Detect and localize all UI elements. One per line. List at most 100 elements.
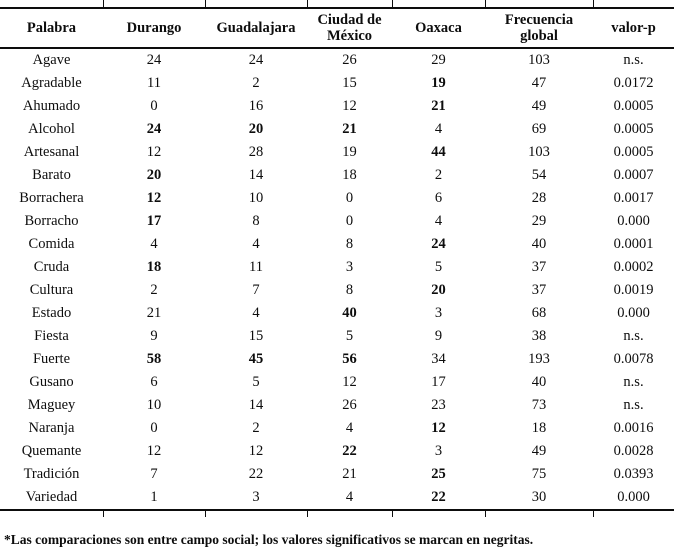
value-cell-frecuencia-global: 73 — [531, 397, 547, 413]
word-frequency-table: Palabra Durango Guadalajara Ciudad de Mé… — [0, 7, 674, 511]
value-cell-frecuencia-global: 37 — [531, 282, 547, 298]
value-cell-oaxaca: 3 — [434, 443, 443, 459]
table-footnote: *Las comparaciones son entre campo socia… — [4, 532, 534, 547]
value-cell-guadalajara: 3 — [252, 489, 260, 505]
value-cell-guadalajara: 5 — [252, 374, 260, 390]
value-cell-valor-p: n.s. — [623, 397, 644, 413]
word-cell-palabra: Maguey — [27, 397, 76, 413]
table-row: Fuerte 58 45 56 34 193 0.0078 — [0, 348, 674, 371]
value-cell-oaxaca: 25 — [431, 466, 446, 482]
value-cell-guadalajara: 15 — [248, 328, 264, 344]
table-row: Fiesta 9 15 5 9 38 n.s. — [0, 325, 674, 348]
table-row: Borrachera 12 10 0 6 28 0.0017 — [0, 187, 674, 210]
word-cell-palabra: Tradición — [23, 466, 80, 482]
value-cell-frecuencia-global: 193 — [528, 351, 550, 367]
value-cell-valor-p: n.s. — [623, 374, 644, 390]
value-cell-valor-p: 0.000 — [617, 489, 650, 505]
value-cell-valor-p: n.s. — [623, 328, 644, 344]
table-row: Comida 4 4 8 24 40 0.0001 — [0, 233, 674, 256]
value-cell-durango: 24 — [146, 121, 162, 137]
column-header-ciudad-de-mexico: Ciudad de México — [307, 8, 392, 49]
value-cell-valor-p: 0.0078 — [613, 351, 654, 367]
value-cell-ciudad-de-mexico: 18 — [342, 167, 357, 183]
value-cell-guadalajara: 28 — [248, 144, 264, 160]
value-cell-ciudad-de-mexico: 40 — [342, 305, 357, 321]
value-cell-frecuencia-global: 38 — [531, 328, 547, 344]
value-cell-durango: 10 — [146, 397, 162, 413]
value-cell-frecuencia-global: 40 — [531, 236, 547, 252]
table-row: Artesanal 12 28 19 44 103 0.0005 — [0, 141, 674, 164]
value-cell-oaxaca: 34 — [431, 351, 446, 367]
value-cell-durango: 12 — [146, 190, 162, 206]
word-cell-palabra: Comida — [28, 236, 75, 252]
value-cell-oaxaca: 4 — [434, 213, 443, 229]
value-cell-guadalajara: 10 — [248, 190, 264, 206]
value-cell-guadalajara: 11 — [249, 259, 263, 275]
word-cell-palabra: Ahumado — [22, 98, 81, 114]
column-header-durango: Durango — [103, 8, 205, 49]
table-row: Variedad 1 3 4 22 30 0.000 — [0, 486, 674, 510]
value-cell-durango: 12 — [146, 443, 162, 459]
value-cell-durango: 18 — [146, 259, 162, 275]
table-row: Borracho 17 8 0 4 29 0.000 — [0, 210, 674, 233]
table-row: Tradición 7 22 21 25 75 0.0393 — [0, 463, 674, 486]
value-cell-ciudad-de-mexico: 8 — [345, 236, 354, 252]
value-cell-valor-p: 0.0393 — [613, 466, 654, 482]
word-cell-palabra: Cultura — [29, 282, 74, 298]
word-cell-palabra: Agradable — [21, 75, 82, 91]
column-header-frecuencia-global: Frecuencia global — [485, 8, 593, 49]
value-cell-ciudad-de-mexico: 4 — [345, 420, 354, 436]
value-cell-ciudad-de-mexico: 4 — [345, 489, 354, 505]
table-row: Cruda 18 11 3 5 37 0.0002 — [0, 256, 674, 279]
value-cell-valor-p: 0.0017 — [613, 190, 654, 206]
word-cell-palabra: Estado — [31, 305, 72, 321]
value-cell-oaxaca: 17 — [431, 374, 446, 390]
value-cell-ciudad-de-mexico: 8 — [345, 282, 354, 298]
word-cell-palabra: Agave — [32, 52, 71, 68]
value-cell-oaxaca: 5 — [434, 259, 443, 275]
value-cell-durango: 4 — [150, 236, 158, 252]
value-cell-valor-p: 0.000 — [617, 305, 650, 321]
value-cell-valor-p: n.s. — [623, 52, 644, 68]
value-cell-ciudad-de-mexico: 15 — [342, 75, 357, 91]
value-cell-valor-p: 0.0005 — [613, 98, 654, 114]
value-cell-oaxaca: 2 — [434, 167, 443, 183]
value-cell-valor-p: 0.0005 — [613, 121, 654, 137]
value-cell-frecuencia-global: 75 — [531, 466, 547, 482]
value-cell-durango: 11 — [147, 75, 161, 91]
value-cell-guadalajara: 14 — [248, 397, 264, 413]
word-cell-palabra: Fiesta — [34, 328, 69, 344]
value-cell-durango: 7 — [150, 466, 158, 482]
table-row: Alcohol 24 20 21 4 69 0.0005 — [0, 118, 674, 141]
value-cell-guadalajara: 4 — [252, 305, 260, 321]
value-cell-ciudad-de-mexico: 21 — [342, 466, 357, 482]
table-body: Agave 24 24 26 29 103 n.s. Agradable 11 2 15 19 47 0.… — [0, 48, 674, 510]
value-cell-guadalajara: 12 — [248, 443, 264, 459]
value-cell-valor-p: 0.0016 — [613, 420, 654, 436]
value-cell-frecuencia-global: 68 — [531, 305, 547, 321]
value-cell-ciudad-de-mexico: 56 — [342, 351, 357, 367]
value-cell-oaxaca: 19 — [431, 75, 446, 91]
value-cell-ciudad-de-mexico: 3 — [345, 259, 354, 275]
word-cell-palabra: Gusano — [29, 374, 74, 390]
value-cell-frecuencia-global: 29 — [531, 213, 547, 229]
value-cell-frecuencia-global: 49 — [531, 443, 547, 459]
value-cell-frecuencia-global: 30 — [531, 489, 547, 505]
value-cell-durango: 12 — [146, 144, 162, 160]
word-cell-palabra: Naranja — [28, 420, 75, 436]
value-cell-frecuencia-global: 47 — [531, 75, 547, 91]
word-cell-palabra: Variedad — [25, 489, 78, 505]
value-cell-ciudad-de-mexico: 21 — [342, 121, 357, 137]
word-cell-palabra: Quemante — [21, 443, 82, 459]
table-row: Gusano 6 5 12 17 40 n.s. — [0, 371, 674, 394]
value-cell-ciudad-de-mexico: 0 — [345, 213, 354, 229]
value-cell-ciudad-de-mexico: 26 — [342, 397, 357, 413]
value-cell-durango: 58 — [146, 351, 162, 367]
word-cell-palabra: Artesanal — [23, 144, 80, 160]
value-cell-ciudad-de-mexico: 5 — [345, 328, 354, 344]
value-cell-durango: 9 — [150, 328, 158, 344]
value-cell-frecuencia-global: 28 — [531, 190, 547, 206]
value-cell-oaxaca: 6 — [434, 190, 443, 206]
value-cell-oaxaca: 12 — [431, 420, 446, 436]
